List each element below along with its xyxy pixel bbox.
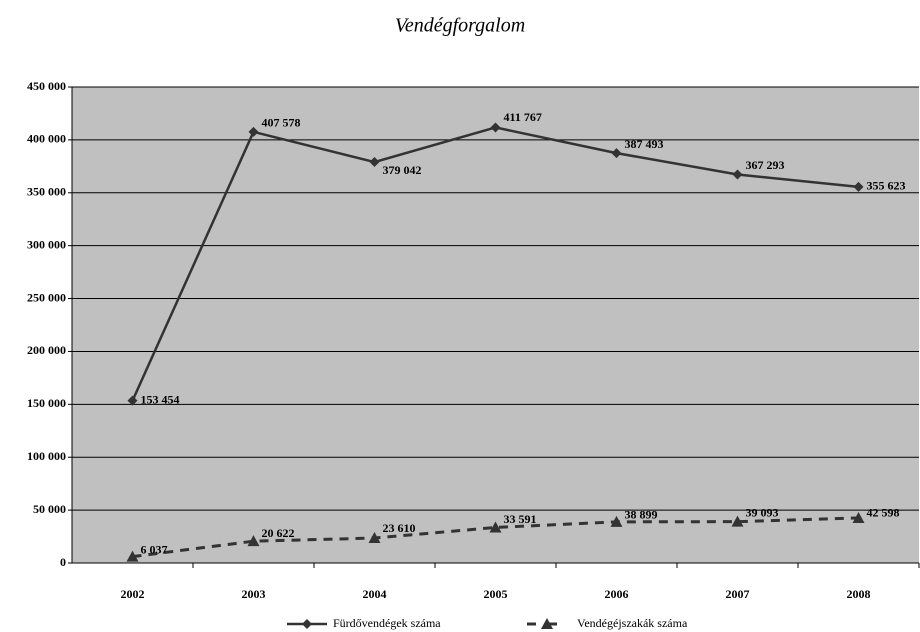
data-label: 153 454: [141, 392, 180, 406]
legend-label: Vendégéjszakák száma: [577, 616, 688, 630]
data-label: 355 623: [867, 179, 906, 193]
marker: [126, 550, 139, 562]
y-tick-label: 50 000: [33, 502, 66, 516]
data-label: 20 622: [262, 526, 295, 540]
data-label: 39 093: [746, 505, 779, 519]
data-label: 42 598: [867, 506, 900, 520]
x-tick-label: 2002: [121, 587, 145, 601]
data-label: 387 493: [625, 137, 664, 151]
x-tick-label: 2005: [484, 587, 508, 601]
data-label: 379 042: [383, 163, 422, 177]
data-label: 38 899: [625, 508, 658, 522]
y-tick-label: 100 000: [27, 449, 66, 463]
marker: [610, 515, 623, 527]
chart-title: Vendégforgalom: [395, 15, 525, 37]
data-label: 411 767: [504, 110, 542, 124]
y-tick-label: 300 000: [27, 237, 66, 251]
data-label: 6 037: [141, 542, 168, 556]
y-tick-label: 250 000: [27, 290, 66, 304]
data-label: 367 293: [746, 158, 785, 172]
legend-label: Fürdővendégek száma: [333, 616, 441, 630]
plot-area: [72, 87, 919, 563]
marker: [489, 521, 502, 533]
y-tick-label: 450 000: [27, 79, 66, 93]
marker: [853, 181, 864, 192]
x-tick-label: 2007: [726, 587, 750, 601]
marker: [611, 148, 622, 159]
x-tick-label: 2003: [242, 587, 266, 601]
data-label: 33 591: [504, 512, 537, 526]
marker: [541, 618, 553, 629]
y-tick-label: 400 000: [27, 132, 66, 146]
marker: [852, 511, 865, 523]
x-tick-label: 2006: [605, 587, 629, 601]
marker: [731, 515, 744, 527]
y-tick-label: 0: [60, 555, 66, 569]
marker: [127, 395, 138, 406]
marker: [369, 157, 380, 168]
y-tick-label: 150 000: [27, 396, 66, 410]
marker: [368, 532, 381, 544]
marker: [248, 126, 259, 137]
marker: [302, 619, 312, 629]
y-tick-label: 200 000: [27, 343, 66, 357]
marker: [490, 122, 501, 133]
y-tick-label: 350 000: [27, 185, 66, 199]
x-tick-label: 2004: [363, 587, 387, 601]
marker: [247, 535, 260, 547]
data-label: 407 578: [262, 116, 301, 130]
data-label: 23 610: [383, 521, 416, 535]
x-tick-label: 2008: [847, 587, 871, 601]
marker: [732, 169, 743, 180]
